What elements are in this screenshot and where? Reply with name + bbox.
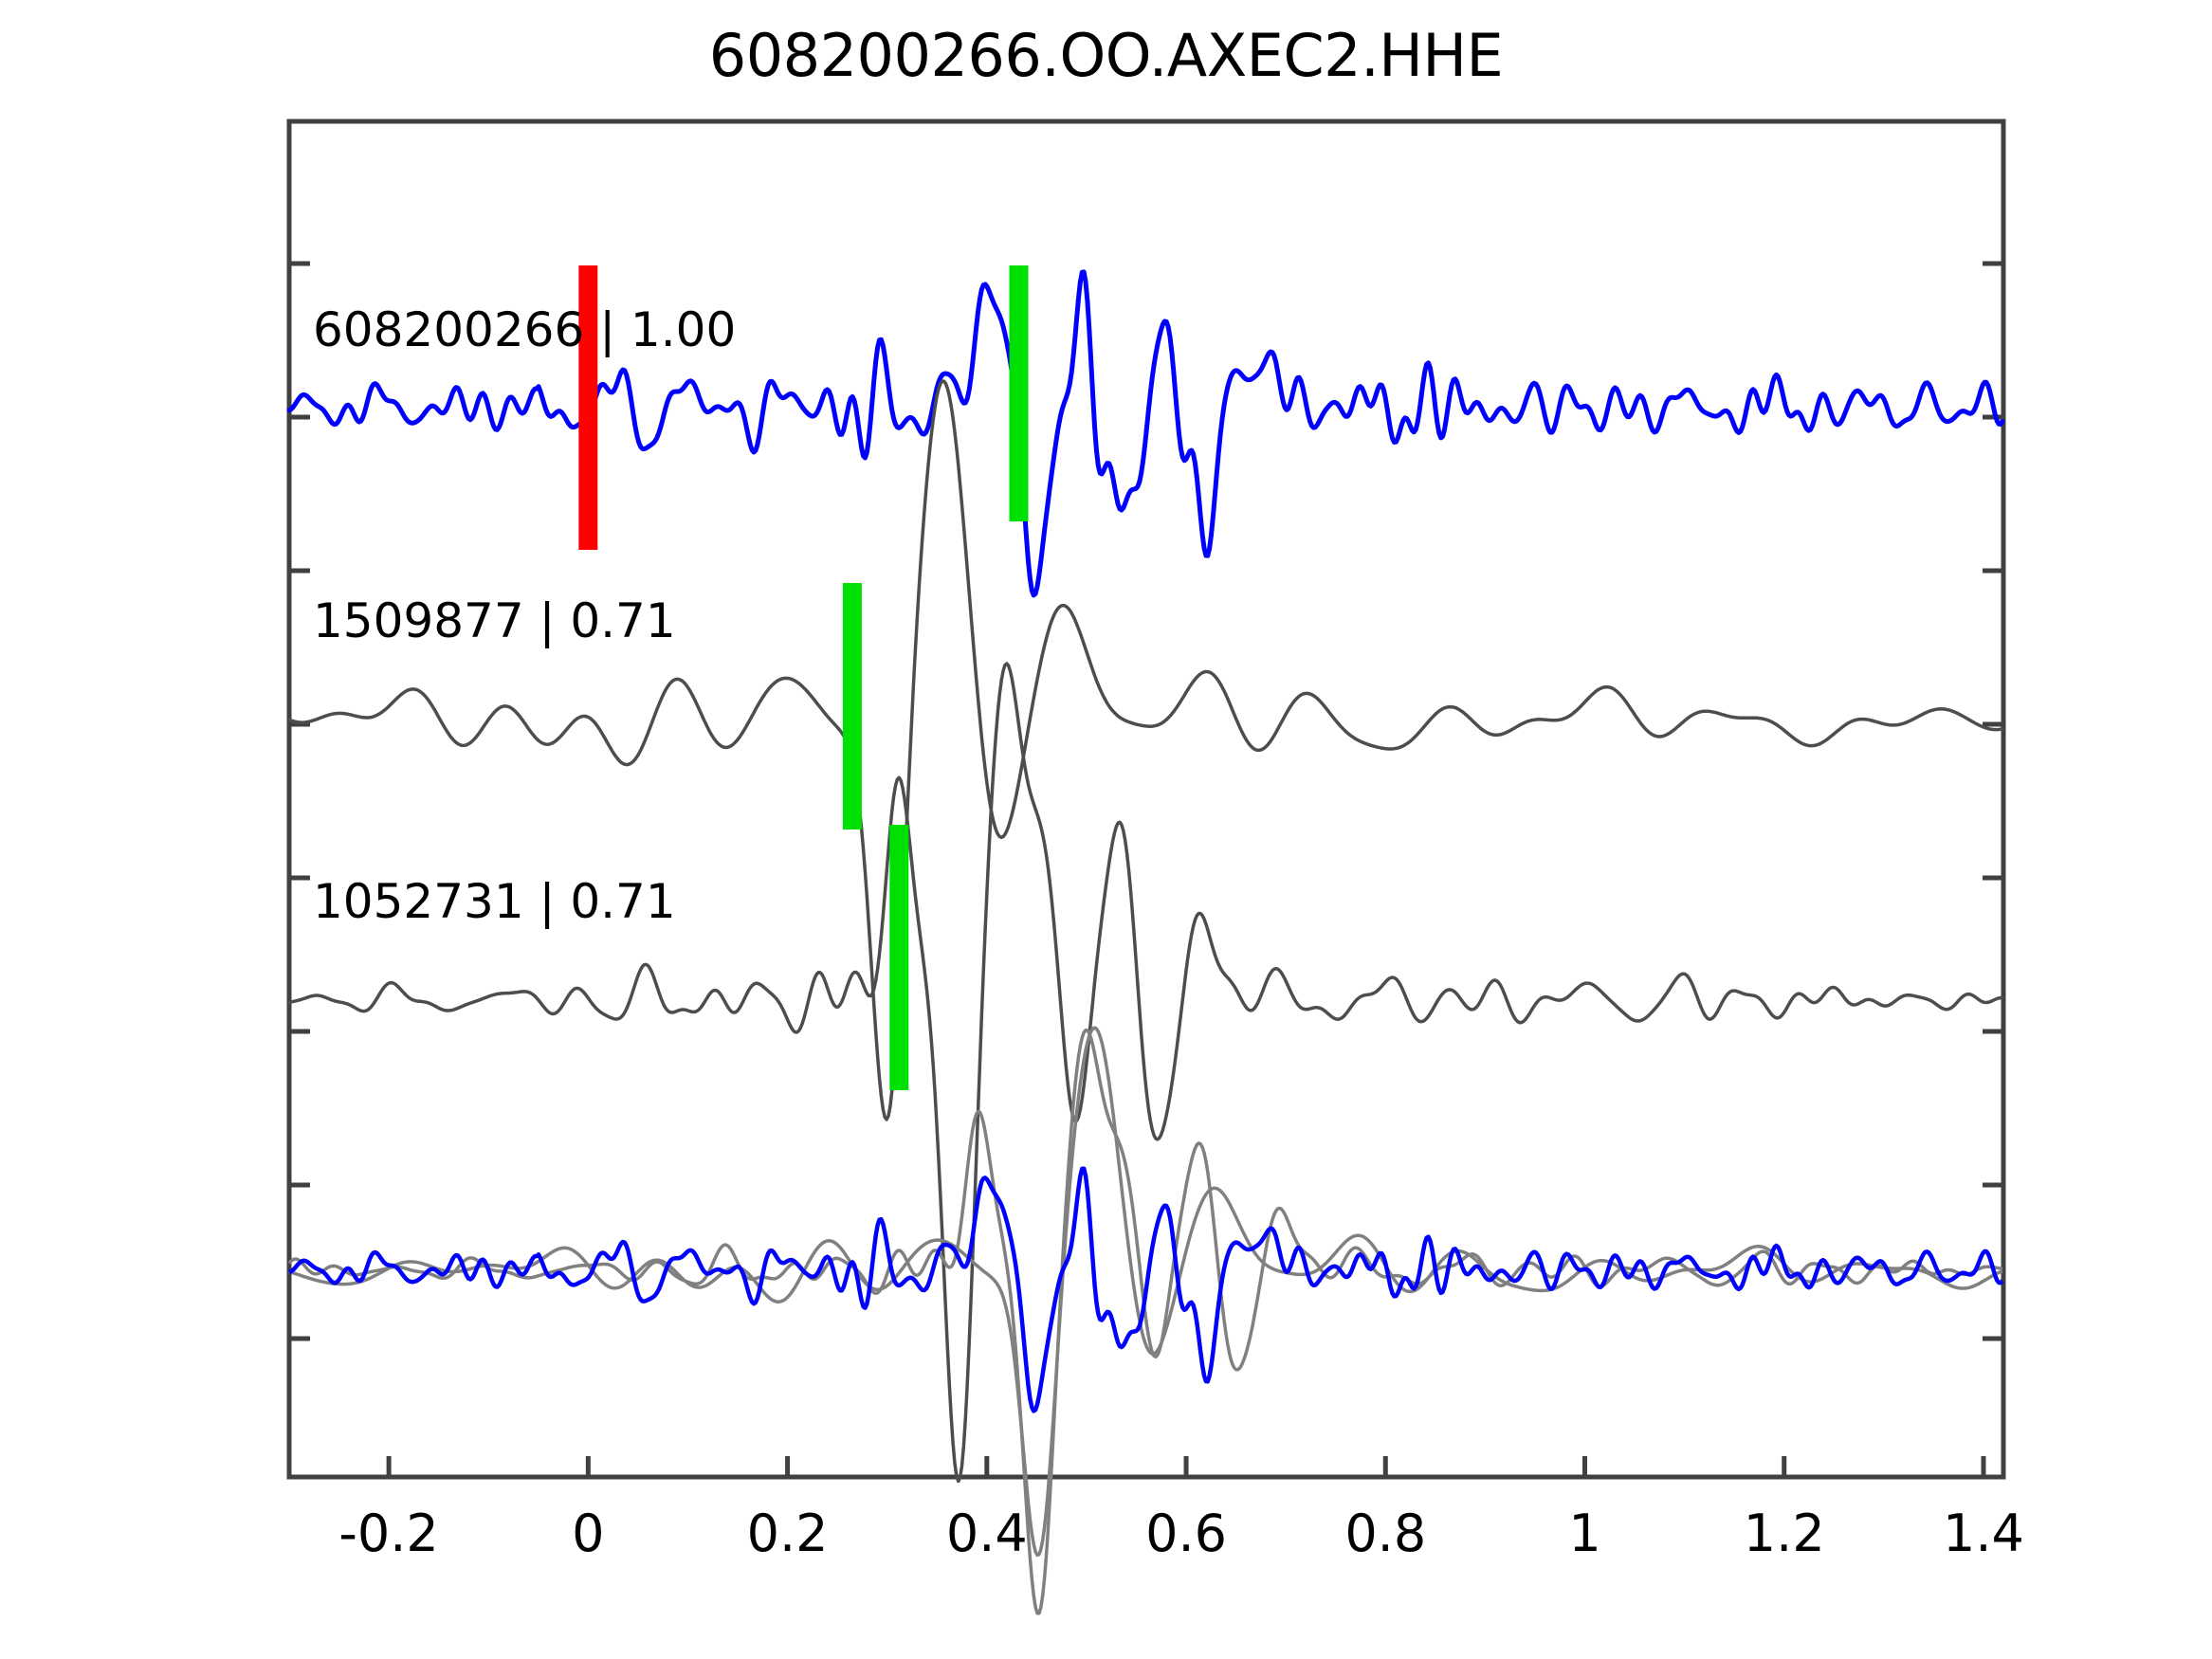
x-axis-tick-label: 1 xyxy=(1568,1504,1600,1563)
waveform-trace-1052731 xyxy=(287,662,2004,1484)
trace-label-1052731: 1052731 | 0.71 xyxy=(313,874,676,929)
overlay-trace-608200266 xyxy=(288,1166,2004,1413)
waveform-trace-608200266 xyxy=(286,269,2005,598)
x-axis-tick-label: 0.6 xyxy=(1145,1504,1227,1563)
pick-marker-s-608200266 xyxy=(1009,265,1029,521)
overlay-trace-1052731 xyxy=(287,1028,2003,1615)
x-axis-tick-label: -0.2 xyxy=(338,1504,438,1563)
x-axis-tick-label: 0.4 xyxy=(946,1504,1028,1563)
trace-label-1509877: 1509877 | 0.71 xyxy=(313,593,676,648)
pick-marker-p-608200266 xyxy=(578,265,598,550)
page-title: 608200266.OO.AXEC2.HHE xyxy=(708,21,1504,90)
waveform-trace-1509877 xyxy=(287,379,2004,1121)
x-axis-tick-label: 1.2 xyxy=(1744,1504,1825,1563)
x-axis-tick-label: 0.2 xyxy=(747,1504,829,1563)
trace-label-608200266: 608200266 | 1.00 xyxy=(313,302,736,357)
x-axis-tick-label: 0 xyxy=(572,1504,604,1563)
overlay-trace-1509877 xyxy=(288,1026,2003,1558)
x-axis-tick-label: 1.4 xyxy=(1943,1504,2024,1563)
plot-frame xyxy=(286,118,2006,1480)
x-axis-tick-label: 0.8 xyxy=(1344,1504,1426,1563)
pick-marker-s-1052731 xyxy=(889,825,909,1090)
pick-marker-s-1509877 xyxy=(842,583,862,830)
